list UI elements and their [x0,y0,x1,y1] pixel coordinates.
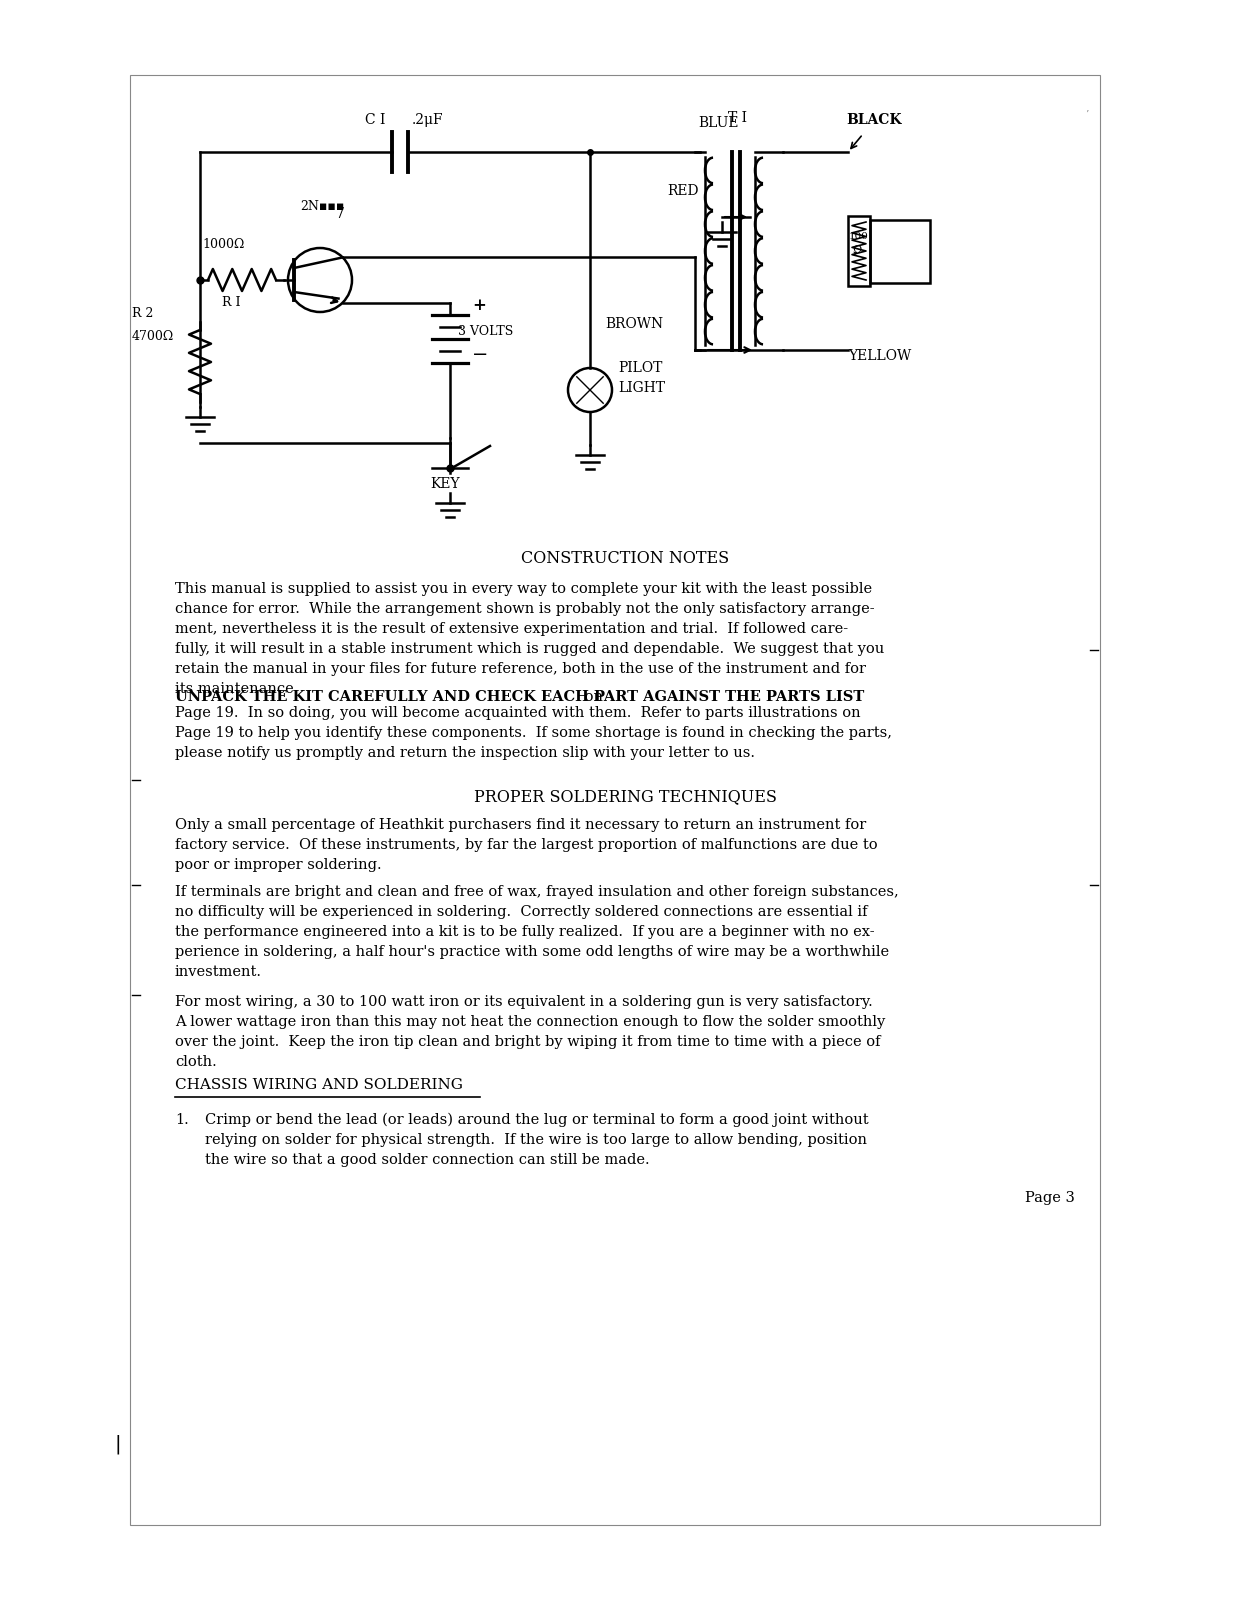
Text: 4700Ω: 4700Ω [132,330,174,342]
Text: 7: 7 [336,206,345,221]
Text: UNPACK THE KIT CAREFULLY AND CHECK EACH PART AGAINST THE PARTS LIST: UNPACK THE KIT CAREFULLY AND CHECK EACH … [174,690,865,704]
Text: 3 VOLTS: 3 VOLTS [458,325,513,338]
Text: YELLOW: YELLOW [849,349,912,363]
Text: R 2: R 2 [132,307,153,320]
Text: Ω: Ω [852,245,861,254]
Text: Page 19.  In so doing, you will become acquainted with them.  Refer to parts ill: Page 19. In so doing, you will become ac… [174,706,892,760]
Text: PILOT: PILOT [618,362,662,374]
Text: Only a small percentage of Heathkit purchasers find it necessary to return an in: Only a small percentage of Heathkit purc… [174,818,877,872]
Text: BLACK: BLACK [846,114,902,126]
Text: Crimp or bend the lead (or leads) around the lug or terminal to form a good join: Crimp or bend the lead (or leads) around… [205,1114,868,1168]
Text: For most wiring, a 30 to 100 watt iron or its equivalent in a soldering gun is v: For most wiring, a 30 to 100 watt iron o… [174,995,886,1069]
Text: RED: RED [667,184,699,198]
Text: C I: C I [365,114,386,126]
Text: BROWN: BROWN [605,317,663,331]
Bar [130,75,1100,1525]
Text: CONSTRUCTION NOTES: CONSTRUCTION NOTES [521,550,729,566]
Text: KEY: KEY [430,477,460,491]
Text: CHASSIS WIRING AND SOLDERING: CHASSIS WIRING AND SOLDERING [174,1078,463,1091]
Text: PROPER SOLDERING TECHNIQUES: PROPER SOLDERING TECHNIQUES [474,787,777,805]
Text: on: on [580,690,604,704]
Text: 1000Ω: 1000Ω [202,238,245,251]
Bar [849,216,870,286]
Text: T I: T I [729,110,747,125]
Text: 2N▪▪▪: 2N▪▪▪ [301,200,344,213]
Text: .2μF: .2μF [412,114,444,126]
Text: BLUE: BLUE [698,117,738,130]
Text: 100: 100 [849,232,868,242]
Text: Page 3: Page 3 [1025,1190,1075,1205]
Text: This manual is supplied to assist you in every way to complete your kit with the: This manual is supplied to assist you in… [174,582,884,696]
Text: R I: R I [221,296,240,309]
Text: −: − [473,346,489,365]
Text: 1.: 1. [174,1114,189,1126]
Text: |: | [115,1435,121,1454]
Text: LIGHT: LIGHT [618,381,666,395]
Text: If terminals are bright and clean and free of wax, frayed insulation and other f: If terminals are bright and clean and fr… [174,885,899,979]
Text: ’: ’ [1085,110,1089,120]
Text: +: + [473,298,486,314]
